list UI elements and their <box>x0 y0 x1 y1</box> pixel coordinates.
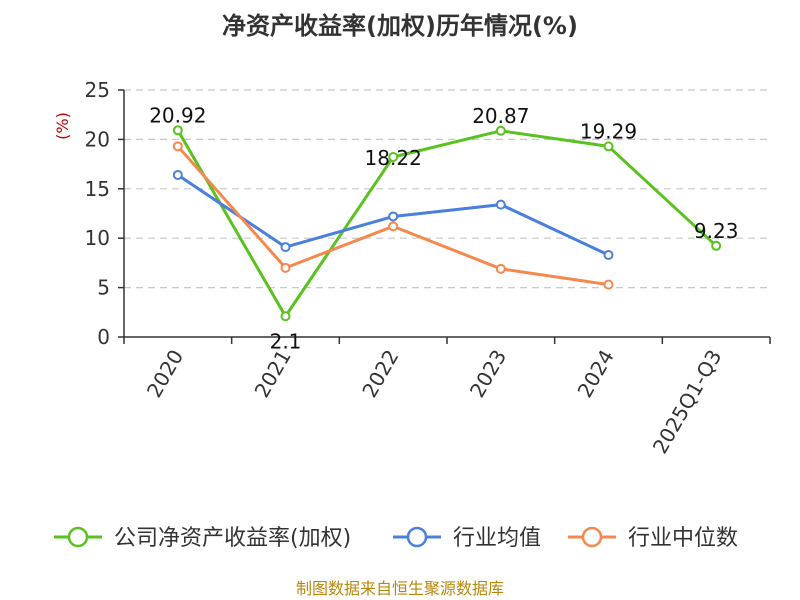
x-tick-label: 2020 <box>142 346 188 402</box>
gridlines <box>124 89 770 289</box>
data-point <box>388 151 399 162</box>
legend-marker <box>581 526 603 548</box>
legend-marker <box>406 526 428 548</box>
x-tick-label: 2022 <box>357 346 403 402</box>
legend: 公司净资产收益率(加权) 行业均值 行业中位数 <box>54 526 738 551</box>
data-point <box>280 311 291 322</box>
x-tick-label: 2024 <box>573 346 619 402</box>
data-label: 20.87 <box>472 104 529 128</box>
data-label: 20.92 <box>149 103 206 127</box>
y-tick-label: 5 <box>97 276 110 300</box>
data-point <box>711 240 722 251</box>
legend-label: 行业中位数 <box>628 526 738 551</box>
y-tick-label: 25 <box>85 78 110 102</box>
legend-label: 行业均值 <box>453 526 541 551</box>
data-label: 2.1 <box>270 329 302 353</box>
x-tick-label: 2025Q1-Q3 <box>648 346 727 458</box>
data-label: 18.22 <box>365 146 422 170</box>
data-point <box>495 199 506 210</box>
data-point <box>172 125 183 136</box>
source-note: 制图数据来自恒生聚源数据库 <box>296 579 504 598</box>
axes: 0 5 10 15 20 25 2020 2021 2022 2023 2024 2025Q1-Q3 <box>85 78 771 458</box>
data-point <box>388 221 399 232</box>
y-tick-label: 20 <box>85 127 110 151</box>
series-line <box>176 129 718 318</box>
data-point <box>388 211 399 222</box>
y-tick-label: 0 <box>97 325 110 349</box>
data-point <box>603 141 614 152</box>
legend-marker <box>67 526 89 548</box>
data-point <box>280 242 291 253</box>
data-label: 19.29 <box>580 119 637 143</box>
data-label: 9.23 <box>694 219 739 243</box>
legend-label: 公司净资产收益率(加权) <box>114 526 351 551</box>
data-point <box>495 263 506 274</box>
data-point <box>603 249 614 260</box>
y-tick-label: 15 <box>85 177 110 201</box>
x-tick-label: 2021 <box>250 346 296 402</box>
data-point <box>495 125 506 136</box>
y-axis-label: (%) <box>53 112 72 140</box>
data-point <box>603 279 614 290</box>
chart-title: 净资产收益率(加权)历年情况(%) <box>222 12 578 40</box>
data-labels: 20.92 2.1 18.22 20.87 19.29 9.23 <box>149 103 738 353</box>
data-point <box>172 169 183 180</box>
y-tick-label: 10 <box>85 226 110 250</box>
data-point <box>280 262 291 273</box>
series-group <box>172 125 722 322</box>
data-point <box>172 141 183 152</box>
x-tick-label: 2023 <box>465 346 511 402</box>
